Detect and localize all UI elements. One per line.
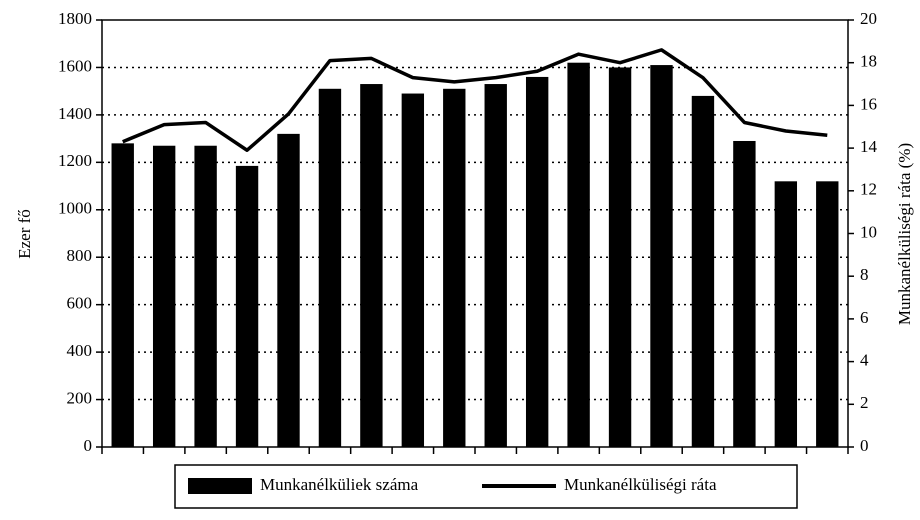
- y2-tick-label: 14: [860, 137, 878, 156]
- bar: [318, 88, 342, 448]
- y2-tick-label: 4: [860, 351, 869, 370]
- y2-tick-label: 8: [860, 265, 869, 284]
- legend-swatch: [188, 478, 252, 494]
- y-tick-label: 1400: [58, 104, 92, 123]
- bar: [650, 65, 673, 448]
- bar: [608, 67, 632, 447]
- y-tick-label: 1000: [58, 199, 92, 218]
- y2-tick-label: 20: [860, 9, 877, 28]
- y2-axis-title: Munkanélküliségi ráta (%): [895, 143, 914, 325]
- y2-tick-label: 2: [860, 393, 869, 412]
- bar: [443, 88, 466, 448]
- y-axis-title: Ezer fő: [15, 209, 34, 259]
- bar: [525, 76, 549, 447]
- bar: [567, 62, 590, 447]
- y2-tick-label: 0: [860, 436, 869, 455]
- bar: [816, 181, 839, 448]
- y2-tick-label: 6: [860, 308, 869, 327]
- y2-tick-label: 12: [860, 180, 877, 199]
- y-tick-label: 0: [84, 436, 93, 455]
- y-tick-label: 1800: [58, 9, 92, 28]
- bar: [691, 95, 715, 448]
- y-tick-label: 600: [67, 294, 93, 313]
- y-tick-label: 200: [67, 388, 93, 407]
- y2-tick-label: 10: [860, 222, 877, 241]
- bar: [774, 181, 798, 448]
- bar: [733, 140, 756, 447]
- y2-tick-label: 16: [860, 94, 877, 113]
- bar: [401, 93, 425, 448]
- plot-frame: [101, 19, 849, 448]
- bar: [111, 143, 134, 447]
- y-tick-label: 1200: [58, 151, 92, 170]
- bar: [152, 145, 176, 447]
- bar: [360, 84, 383, 448]
- y2-tick-label: 18: [860, 52, 877, 71]
- legend-label: Munkanélküliek száma: [260, 475, 419, 494]
- y-tick-label: 400: [67, 341, 93, 360]
- bar: [277, 133, 300, 447]
- legend-box: [174, 464, 798, 509]
- line: [122, 48, 828, 152]
- bar: [235, 165, 259, 447]
- bar: [484, 84, 507, 448]
- legend-label: Munkanélküliségi ráta: [564, 475, 717, 494]
- bar: [194, 145, 217, 447]
- y-tick-label: 800: [67, 246, 93, 265]
- y-tick-label: 1600: [58, 56, 92, 75]
